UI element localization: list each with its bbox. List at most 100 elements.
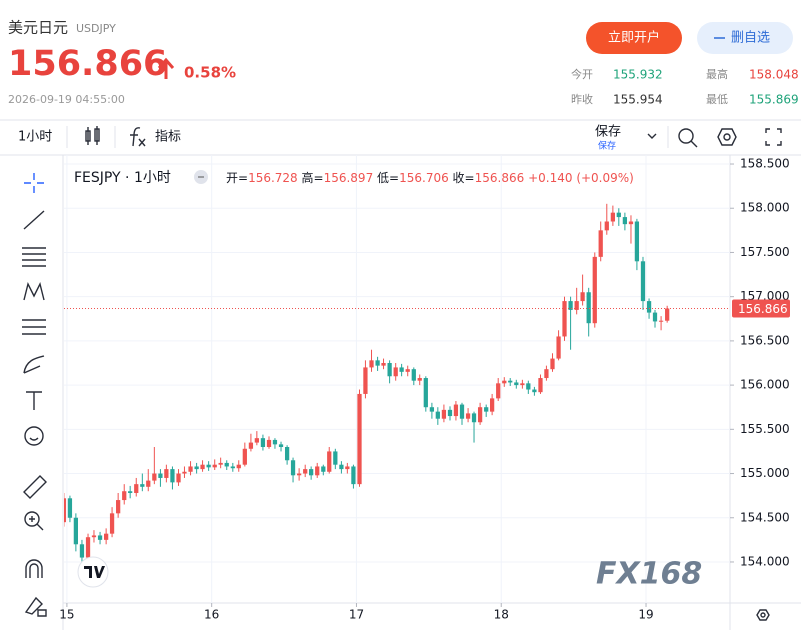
stat-value: 155.954 — [613, 93, 663, 107]
brush-tool[interactable] — [23, 355, 45, 374]
candle-body — [459, 404, 465, 419]
y-tick-label: 156.500 — [740, 333, 790, 347]
symbol-name: 美元日元 — [8, 19, 68, 37]
zoom-tool[interactable] — [24, 511, 40, 527]
candle-body — [465, 413, 471, 419]
candle-body — [97, 535, 103, 540]
open-account-label[interactable]: 立即开户 — [608, 30, 660, 46]
candle-body — [477, 407, 483, 423]
x-tick-label: 18 — [494, 608, 509, 622]
candle-body — [538, 378, 543, 393]
save-status: 保存 — [598, 140, 616, 152]
candle-body — [447, 409, 453, 417]
change-percent: 0.58% — [184, 64, 236, 82]
stat-label: 最低 — [706, 93, 728, 106]
candle-body — [278, 444, 284, 448]
y-tick-label: 154.000 — [740, 554, 790, 568]
candle-body — [176, 473, 181, 483]
y-tick-label: 155.000 — [740, 466, 790, 480]
axis-settings-icon[interactable] — [756, 609, 770, 621]
candle-body — [242, 448, 247, 465]
candle-body — [502, 380, 507, 384]
candle-body — [393, 367, 398, 377]
candle-body — [489, 398, 495, 412]
candle-body — [212, 464, 217, 468]
chart-type-icon[interactable] — [85, 126, 100, 145]
ruler-tool[interactable] — [23, 475, 47, 499]
legend-value: 156.728 — [248, 171, 298, 185]
candle-body — [345, 466, 350, 470]
save-menu-chevron[interactable] — [647, 133, 657, 139]
axis-settings-center — [760, 612, 766, 618]
remove-watch-button[interactable] — [697, 22, 793, 54]
candle-body — [224, 462, 229, 467]
crosshair-tool[interactable] — [24, 173, 44, 193]
candle-body — [532, 389, 537, 393]
ohlc-legend: 开=156.728 高=156.897 低=156.706 收=156.866 … — [226, 170, 634, 185]
projection-tool[interactable] — [22, 319, 46, 335]
timestamp: 2026-09-19 04:55:00 — [8, 93, 125, 106]
legend-value: 156.706 — [399, 171, 449, 185]
candle-body — [272, 439, 278, 445]
tv-logo-mark — [84, 566, 105, 578]
candle-body — [170, 469, 175, 483]
legend-change-percent: (+0.09%) — [576, 171, 634, 185]
fullscreen-icon[interactable] — [765, 128, 782, 146]
candle-body — [640, 261, 646, 302]
candle-body — [79, 544, 85, 558]
candle-body — [592, 256, 597, 324]
candle-body — [550, 358, 555, 370]
last-price-label: 156.866 — [738, 302, 788, 316]
open-account-button[interactable] — [586, 22, 682, 54]
candle-body — [586, 292, 591, 324]
candle-body — [140, 484, 145, 487]
x-tick-label: 17 — [349, 608, 364, 622]
stat-label: 今开 — [571, 67, 593, 81]
candle-body — [116, 500, 121, 514]
candle-body — [417, 378, 422, 381]
fib-tool[interactable] — [22, 247, 46, 267]
zoom-icon — [29, 516, 44, 531]
axes: 154.000 154.500 155.000 155.500 156.000 156.5… — [59, 157, 790, 622]
interval-button[interactable]: 1小时 — [18, 130, 52, 145]
stat-value: 158.048 — [749, 68, 799, 82]
quick-search-icon[interactable] — [678, 128, 698, 148]
candle-body — [109, 513, 115, 534]
legend-label: 高= — [302, 170, 324, 185]
candle-body — [315, 466, 320, 476]
emoji-tool[interactable] — [24, 426, 44, 446]
settings-icon[interactable] — [717, 128, 737, 146]
stats: 今开 155.932 最高 158.048 昨收 155.954 最低 155.869 — [571, 67, 799, 107]
indicator-icon[interactable] — [130, 127, 146, 147]
stat-label: 最高 — [706, 67, 728, 81]
trend-line-tool[interactable] — [23, 210, 45, 230]
candle-body — [526, 383, 531, 390]
candle-body — [429, 407, 435, 412]
candle-body — [399, 367, 404, 372]
candle-body — [628, 221, 634, 225]
remove-watch-label[interactable]: 删自选 — [731, 31, 770, 46]
candle-body — [218, 462, 223, 465]
candle-body — [646, 301, 652, 313]
candle-body — [658, 320, 664, 322]
text-tool[interactable] — [26, 391, 42, 410]
candle-body — [194, 466, 199, 470]
candle-body — [284, 447, 290, 461]
candle-body — [339, 464, 344, 470]
candle-body — [248, 442, 254, 449]
candle-body — [520, 383, 525, 386]
candle-body — [128, 491, 133, 493]
lock-tool[interactable] — [24, 596, 47, 617]
candles — [64, 203, 670, 564]
magnet-tool[interactable] — [25, 559, 43, 578]
indicators-button[interactable]: 指标 — [155, 130, 181, 145]
pattern-tool[interactable] — [23, 281, 45, 301]
candle-body — [200, 464, 205, 470]
candle-body — [134, 484, 139, 493]
candle-body — [556, 336, 561, 359]
candle-body — [296, 473, 302, 476]
last-price-tag — [732, 299, 790, 318]
save-button[interactable]: 保存 — [595, 125, 621, 140]
candle-body — [357, 393, 362, 485]
candle-body — [665, 308, 670, 321]
